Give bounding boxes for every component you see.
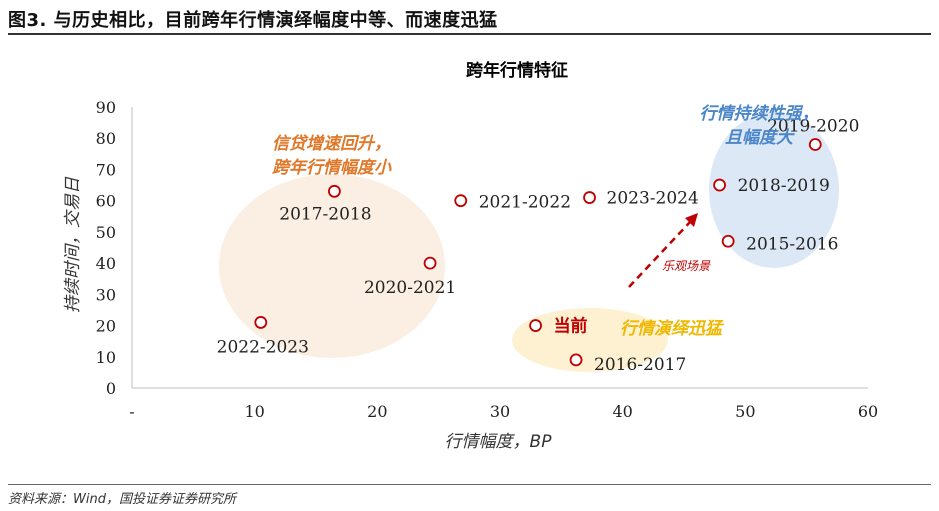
data-point-label: 2022-2023: [217, 337, 309, 357]
data-point-label: 2023-2024: [607, 189, 699, 209]
scenario-arrow-shaft: [628, 220, 692, 288]
data-point-marker: [713, 178, 726, 192]
data-point-marker: [569, 353, 583, 367]
y-tick-label: 0: [106, 379, 116, 398]
x-tick-label: 60: [858, 402, 878, 421]
annotation-right-text: 行情持续性强，: [700, 104, 819, 124]
data-point-marker: [454, 194, 468, 208]
data-point-marker: [529, 319, 542, 332]
y-axis-label: 持续时间，交易日: [63, 176, 83, 313]
highlight-ellipse-left: [219, 174, 445, 358]
data-point-label: 2017-2018: [279, 204, 371, 224]
highlight-ellipse-right: [709, 112, 839, 268]
data-point-label: 2021-2022: [479, 193, 571, 213]
source-divider: [8, 484, 931, 485]
data-point-marker: [254, 316, 268, 329]
x-axis-label: 行情幅度，BP: [445, 432, 553, 452]
highlight-ellipse-mid: [512, 308, 668, 372]
data-point-label: 2016-2017: [594, 355, 686, 375]
y-tick-label: 70: [96, 160, 116, 179]
scenario-arrow-head: [685, 213, 698, 227]
data-point-marker: [423, 256, 437, 270]
x-tick-label: 40: [612, 402, 632, 421]
title-divider: [8, 33, 931, 35]
y-tick-label: 90: [96, 98, 116, 117]
data-point-label: 2019-2020: [767, 116, 859, 136]
data-point-marker: [721, 234, 735, 248]
data-point-label: 2018-2019: [738, 176, 830, 196]
annotation-arrow-text: 乐观场景: [662, 259, 711, 273]
y-tick-label: 30: [96, 285, 116, 304]
source-note: 资料来源：Wind，国投证券证券研究所: [8, 492, 236, 507]
x-tick-label: 20: [367, 402, 387, 421]
annotation-right-text: 且幅度大: [725, 128, 795, 148]
figure-title: 图3. 与历史相比，目前跨年行情演绎幅度中等、而速度迅猛: [8, 10, 498, 31]
scatter-chart: 跨年行情特征 -10 20 30 40 50 600102030405060708090 …: [63, 60, 878, 452]
data-point-marker: [808, 138, 822, 151]
y-tick-label: 10: [96, 348, 116, 367]
annotation-left-text: 信贷增速回升，: [272, 134, 391, 154]
x-tick-label: 10: [244, 402, 264, 421]
x-tick-label: 30: [490, 402, 510, 421]
data-point-label: 2020-2021: [364, 278, 456, 298]
x-tick-label: -: [129, 402, 134, 421]
data-point-marker: [327, 184, 341, 198]
y-tick-label: 40: [96, 254, 116, 273]
data-point-label: 当前: [554, 316, 588, 337]
y-tick-label: 20: [96, 317, 116, 336]
x-tick-label: 50: [735, 402, 755, 421]
y-tick-label: 50: [96, 223, 116, 242]
data-point-marker: [583, 191, 596, 204]
y-tick-label: 60: [96, 192, 116, 211]
annotation-left-text: 跨年行情幅度小: [272, 158, 392, 178]
annotation-mid-text: 行情演绎迅猛: [620, 319, 725, 339]
chart-title: 跨年行情特征: [466, 60, 568, 81]
y-tick-label: 80: [96, 129, 116, 148]
data-point-label: 2015-2016: [746, 234, 838, 254]
